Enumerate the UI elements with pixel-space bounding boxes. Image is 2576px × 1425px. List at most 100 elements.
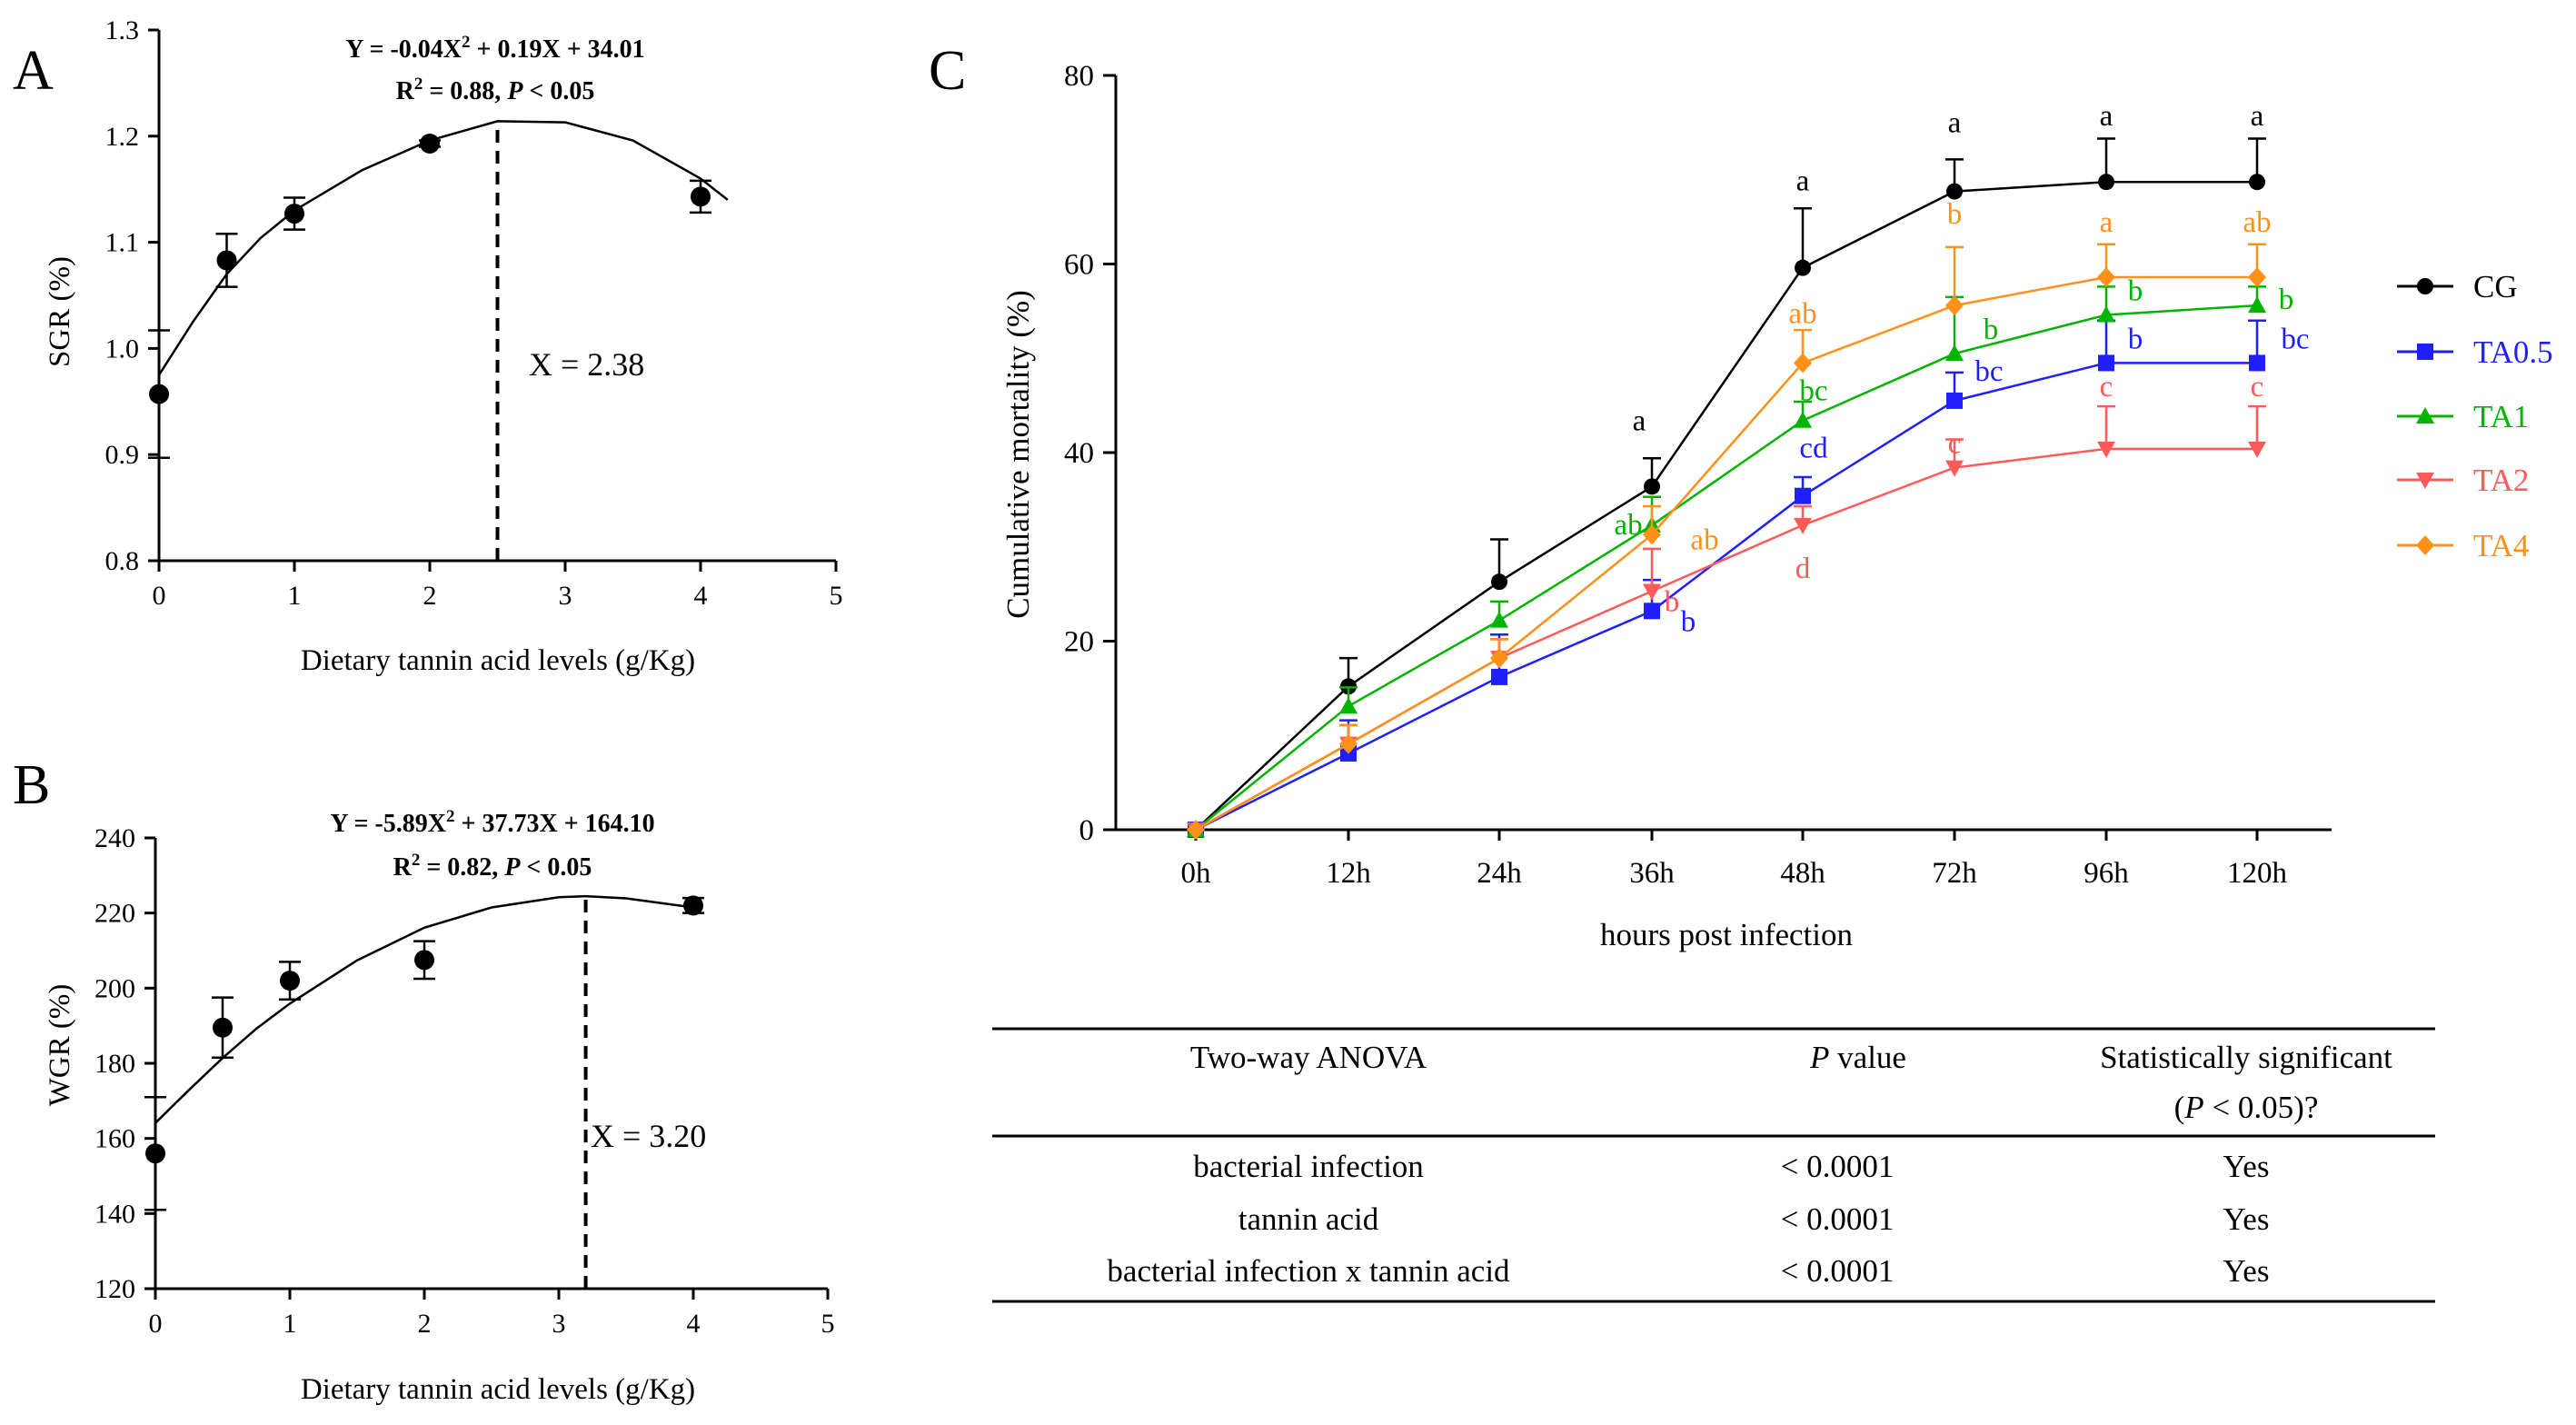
data-point — [1644, 478, 1660, 495]
panel-a-y-tick-label: 1.3 — [105, 15, 140, 45]
data-point — [1945, 460, 1964, 477]
significance-letter: c — [2100, 371, 2114, 404]
table-cell-factor: bacterial infection x tannin acid — [1107, 1253, 1510, 1289]
panel-c-x-tick-label: 0h — [1181, 857, 1212, 890]
data-point — [1643, 583, 1661, 601]
legend-label: TA2 — [2473, 463, 2529, 498]
significance-letter: bc — [1799, 375, 1827, 408]
series-ta2: b d c c c — [1187, 371, 2266, 839]
data-point — [2248, 441, 2266, 458]
panel-b-x-tick-label: 5 — [821, 1309, 835, 1339]
legend-marker — [2417, 278, 2433, 294]
panel-c-x-axis-title: hours post infection — [1600, 917, 1853, 952]
series-line — [1195, 275, 2257, 832]
panel-c-x-tick-label: 120h — [2227, 857, 2288, 890]
data-point — [1794, 411, 1812, 428]
panel-label-b: B — [13, 754, 50, 816]
data-point — [2097, 441, 2115, 458]
panel-b-x-tick-label: 4 — [687, 1309, 701, 1339]
significance-letter: a — [1633, 404, 1646, 437]
panel-b-data-point — [280, 971, 300, 992]
panel-b-r2: R2 = 0.82, P < 0.05 — [393, 851, 592, 882]
panel-b-x-tick-label: 2 — [418, 1309, 432, 1339]
significance-letter: b — [1665, 586, 1680, 619]
data-point — [1339, 733, 1358, 754]
legend-label: TA1 — [2473, 399, 2529, 434]
table-header-significance: Statistically significant — [2100, 1040, 2392, 1075]
data-point — [1490, 648, 1508, 669]
data-point — [2249, 354, 2265, 372]
panel-b-x-tick-label: 3 — [552, 1309, 566, 1339]
data-point — [1946, 392, 1963, 409]
panel-b-y-tick-label: 120 — [94, 1274, 135, 1304]
panel-c-x-tick-label: 12h — [1326, 857, 1371, 890]
data-point — [1795, 259, 1811, 276]
panel-b-vline-label: X = 3.20 — [591, 1118, 706, 1154]
significance-letter: c — [2251, 371, 2264, 404]
panel-a-x-tick-label: 2 — [423, 581, 437, 611]
significance-letter: b — [2279, 284, 2294, 316]
panel-c-x-tick-label: 36h — [1629, 857, 1675, 890]
panel-b-y-tick-label: 140 — [94, 1199, 135, 1229]
panel-b-equation: Y = -5.89X2 + 37.73X + 164.10 — [330, 807, 654, 838]
significance-letter: ab — [1690, 523, 1718, 556]
panel-a-x-tick-label: 0 — [153, 581, 166, 611]
legend-label: CG — [2473, 269, 2518, 304]
panel-a-y-tick-label: 0.8 — [105, 546, 140, 576]
table-cell-significant: Yes — [2223, 1253, 2270, 1289]
panel-b-y-tick-label: 220 — [94, 899, 135, 929]
data-point — [2248, 296, 2266, 314]
significance-letter: b — [2128, 323, 2143, 355]
panel-a-y-tick-label: 1.0 — [105, 334, 140, 364]
table-cell-p-value: < 0.0001 — [1781, 1201, 1895, 1237]
panel-a-data-point — [691, 186, 711, 207]
series-line — [1195, 180, 2257, 831]
panel-a-equation: Y = -0.04X2 + 0.19X + 34.01 — [345, 33, 644, 64]
panel-a-data-point — [284, 204, 304, 224]
legend-item-ta1: TA1 — [2397, 399, 2529, 434]
data-point — [1491, 668, 1507, 685]
data-point — [1491, 573, 1507, 591]
panel-b-x-tick-label: 0 — [149, 1309, 163, 1339]
series-line — [1195, 447, 2257, 832]
panel-b-chart: 0 1 2 3 4 5 120 140 160 180 200 220 240 Y = -5.89X2 … — [44, 807, 835, 1406]
table-cell-p-value: < 0.0001 — [1781, 1253, 1895, 1289]
significance-letter: a — [1796, 165, 1810, 198]
significance-letter: b — [1984, 314, 1999, 346]
panel-a-y-tick-label: 1.1 — [105, 228, 140, 258]
significance-letter: ab — [2243, 206, 2271, 239]
data-point — [1643, 524, 1661, 545]
legend-label: TA0.5 — [2473, 334, 2553, 370]
data-point — [2098, 354, 2114, 372]
panel-label-c: C — [929, 40, 966, 102]
panel-c-y-tick-label: 60 — [1064, 249, 1094, 282]
legend-item-ta2: TA2 — [2397, 463, 2529, 498]
data-point — [2249, 174, 2265, 191]
table-row: bacterial infection < 0.0001 Yes — [1193, 1149, 2269, 1184]
panel-a-x-tick-label: 5 — [830, 581, 843, 611]
data-point — [1339, 697, 1358, 714]
significance-letter: bc — [1974, 355, 2003, 388]
panel-c-y-tick-label: 0 — [1079, 814, 1095, 847]
significance-letter: d — [1795, 553, 1811, 585]
panel-a-x-tick-label: 3 — [559, 581, 572, 611]
significance-letter: ab — [1788, 297, 1816, 330]
panel-a-y-axis-title: SGR (%) — [44, 256, 76, 367]
legend-marker — [2417, 344, 2433, 360]
legend-item-ta4: TA4 — [2397, 528, 2529, 563]
panel-a-vline-label: X = 2.38 — [529, 346, 644, 383]
panel-a-data-point — [420, 133, 440, 154]
significance-letter: ab — [1614, 509, 1642, 542]
significance-letter: cd — [1799, 433, 1828, 465]
table-header-significance-criterion: (P < 0.05)? — [2174, 1090, 2319, 1125]
panel-b-y-tick-label: 180 — [94, 1049, 135, 1079]
significance-letter: b — [1681, 605, 1696, 638]
legend: CG TA0.5 TA1 TA2 TA4 — [2397, 269, 2553, 563]
data-point — [1794, 353, 1812, 374]
panel-a-chart: 0 1 2 3 4 5 0.8 0.9 1.0 1.1 1.2 1.3 Y = -0.04X2 + 0… — [44, 15, 843, 677]
data-point — [1794, 517, 1812, 534]
anova-table: Two-way ANOVA P value Statistically sign… — [992, 1027, 2435, 1303]
